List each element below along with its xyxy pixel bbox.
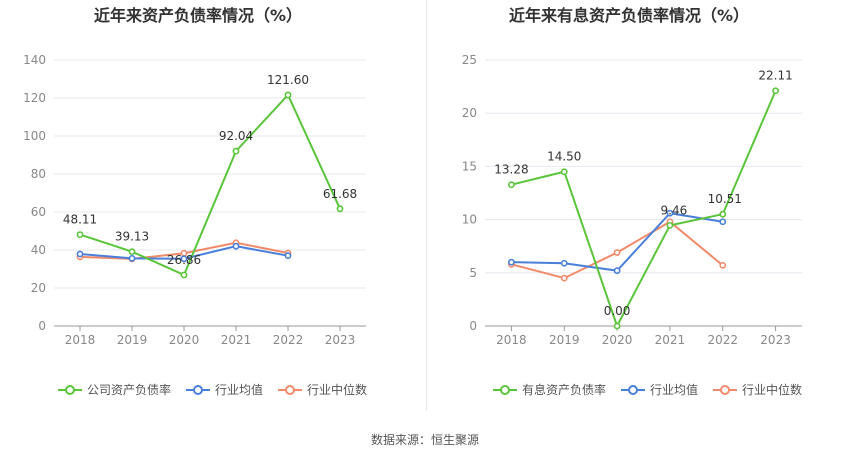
legend-line-icon (493, 384, 517, 395)
y-tick-label: 80 (31, 167, 46, 181)
data-point (508, 181, 515, 189)
data-label: 10.51 (708, 192, 742, 206)
legend-line-icon (186, 384, 211, 395)
y-tick-label: 5 (469, 266, 477, 280)
data-point (719, 218, 727, 226)
data-point (719, 261, 727, 269)
data-point (232, 147, 240, 155)
legend-line-icon (58, 384, 82, 395)
data-point (666, 209, 674, 217)
data-label: 26.86 (167, 253, 201, 267)
data-point (180, 255, 188, 263)
data-point (284, 91, 292, 99)
data-point (560, 168, 568, 176)
y-tick-label: 10 (462, 213, 477, 227)
x-tick-label: 2018 (496, 333, 527, 347)
y-tick-label: 120 (23, 91, 46, 105)
legend-line-icon (278, 384, 303, 395)
y-tick-label: 15 (462, 159, 477, 173)
legend-label: 行业中位数 (742, 383, 803, 397)
chart-right: 0 5 10 15 20 25 2018 2019 2020 2021 2022 2023 13.28 1… (462, 53, 802, 347)
data-point (232, 242, 240, 250)
y-tick-label: 25 (462, 53, 477, 67)
data-label: 121.60 (267, 73, 309, 87)
legend-label: 行业均值 (215, 383, 264, 397)
data-point (336, 205, 344, 213)
data-point (613, 267, 621, 275)
chart-title-left: 近年来资产负债率情况（%） (94, 6, 303, 25)
data-source-note: 数据来源：恒生聚源 (370, 433, 479, 447)
legend-label: 公司资产负债率 (87, 383, 172, 397)
legend-label: 有息资产负债率 (522, 383, 607, 397)
x-tick-label: 2023 (325, 333, 356, 347)
x-tick-label: 2021 (221, 333, 252, 347)
data-label: 92.04 (219, 129, 253, 143)
data-point (76, 231, 84, 238)
y-tick-label: 0 (38, 319, 46, 333)
series-line (79, 93, 341, 277)
data-label: 39.13 (115, 230, 149, 244)
legend-right: 有息资产负债率 行业均值 行业中位数 (492, 381, 816, 398)
legend-item[interactable]: 公司资产负债率 (57, 381, 171, 398)
x-tick-label: 2018 (65, 333, 96, 347)
data-label: 14.50 (547, 150, 581, 164)
legend-item[interactable]: 有息资产负债率 (492, 381, 606, 398)
y-tick-label: 40 (31, 243, 46, 257)
data-label: 48.11 (63, 213, 97, 227)
legend-left: 公司资产负债率 行业均值 行业中位数 (57, 381, 381, 398)
data-point (613, 249, 621, 256)
x-tick-label: 2019 (117, 333, 148, 347)
data-label: 0.00 (604, 304, 631, 318)
x-tick-label: 2020 (169, 333, 200, 347)
y-tick-label: 0 (469, 319, 477, 333)
y-tick-label: 20 (31, 281, 46, 295)
y-tick-label: 100 (23, 129, 46, 143)
x-tick-label: 2019 (549, 333, 580, 347)
data-point (560, 259, 568, 267)
x-tick-label: 2023 (760, 333, 791, 347)
data-label: 61.68 (323, 187, 357, 201)
data-point (76, 250, 84, 258)
legend-line-icon (713, 384, 738, 395)
y-tick-label: 60 (31, 205, 46, 219)
series-line (511, 90, 777, 329)
data-label: 13.28 (494, 163, 528, 177)
data-point (613, 322, 621, 330)
data-point (560, 274, 568, 282)
data-label: 9.46 (661, 203, 688, 217)
x-tick-label: 2022 (707, 333, 738, 347)
data-point (508, 258, 515, 266)
data-point (180, 271, 188, 279)
chart-title-right: 近年来有息资产负债率情况（%） (509, 6, 750, 25)
data-point (128, 254, 136, 262)
legend-item[interactable]: 行业均值 (620, 381, 698, 398)
data-label: 22.11 (758, 69, 792, 83)
x-tick-label: 2021 (655, 333, 686, 347)
legend-item[interactable]: 行业中位数 (277, 381, 367, 398)
x-tick-label: 2020 (602, 333, 633, 347)
data-point (719, 210, 727, 218)
data-point (772, 87, 779, 95)
legend-item[interactable]: 行业均值 (185, 381, 263, 398)
y-tick-label: 140 (23, 53, 46, 67)
legend-label: 行业均值 (650, 383, 699, 397)
data-point (284, 252, 292, 260)
chart-left: 0 20 40 60 80 100 120 140 2018 2019 2020 2021 2022 20… (23, 53, 366, 347)
panel-divider (426, 0, 427, 410)
data-point (666, 221, 674, 229)
legend-label: 行业中位数 (307, 383, 368, 397)
x-tick-label: 2022 (273, 333, 304, 347)
y-tick-label: 20 (462, 106, 477, 120)
legend-line-icon (621, 384, 646, 395)
legend-item[interactable]: 行业中位数 (712, 381, 802, 398)
data-point (128, 248, 136, 256)
